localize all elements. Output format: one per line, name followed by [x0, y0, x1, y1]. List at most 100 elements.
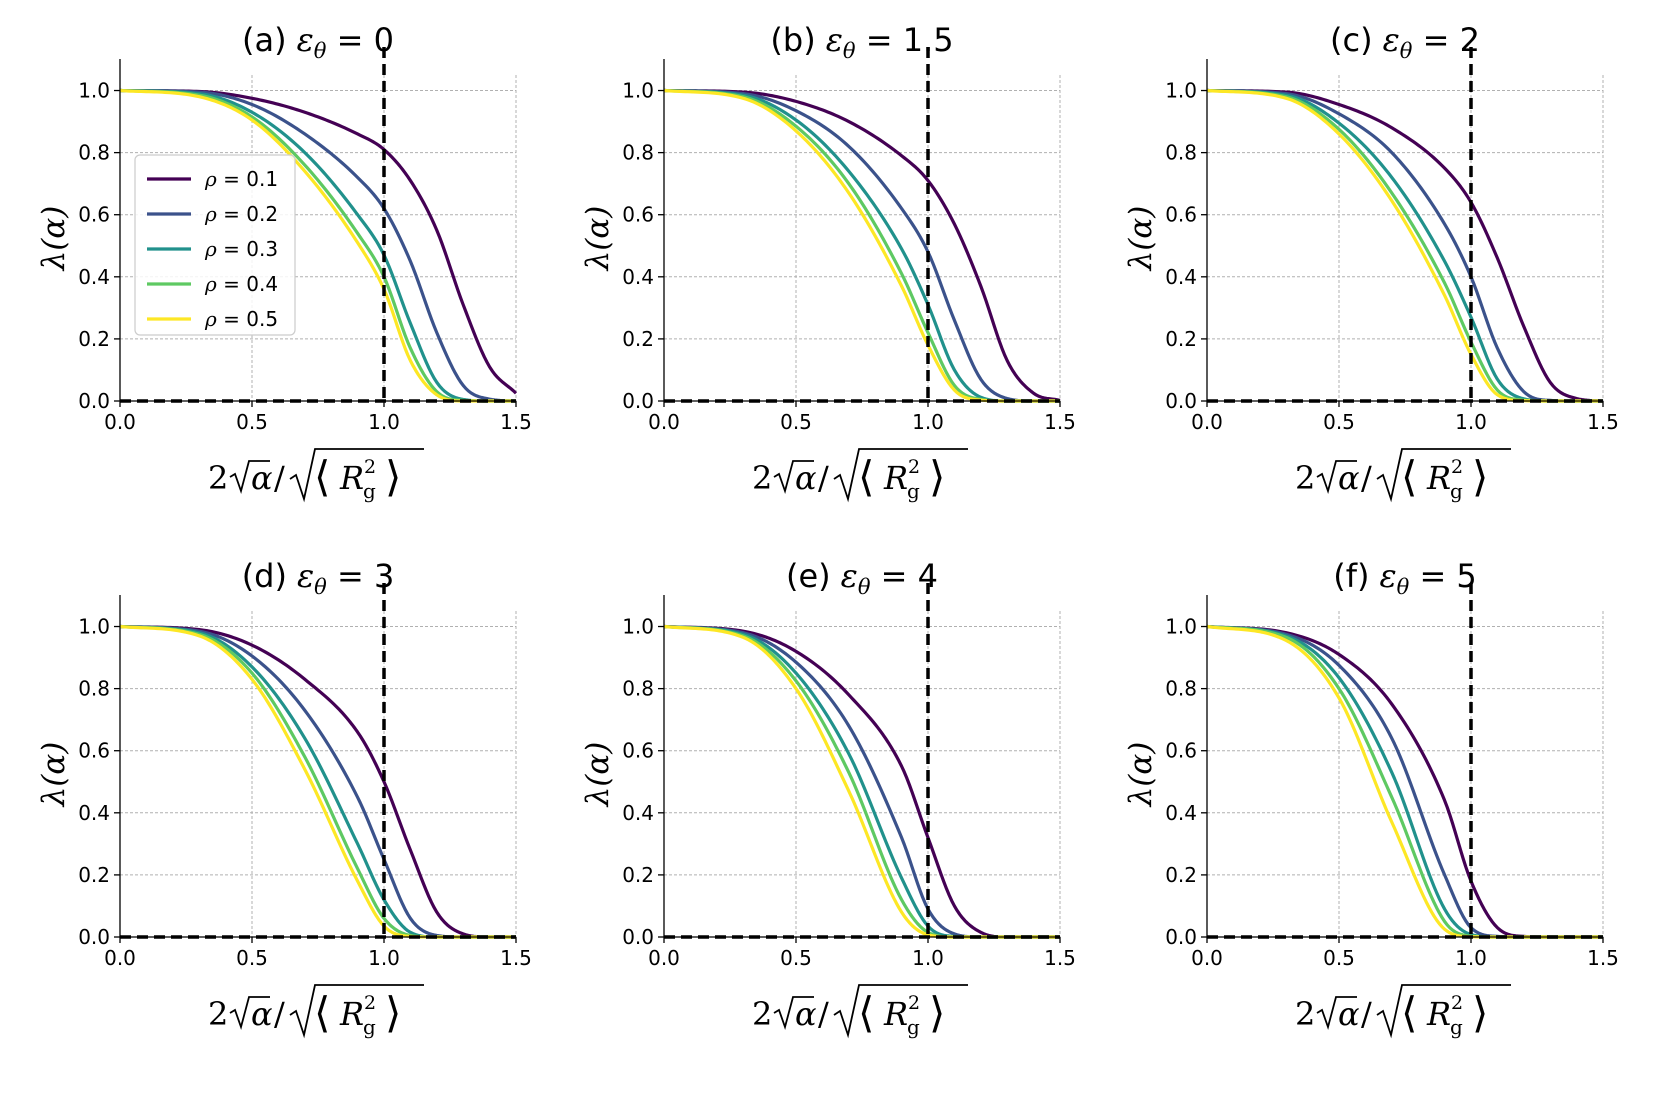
legend-label: ρ = 0.2 — [204, 202, 278, 226]
x-label-angle-open: ⟨ — [1401, 988, 1417, 1037]
radical-sign — [1316, 996, 1357, 1031]
panel-d: 0.0 0.5 1.0 1.5 0.0 0.2 0.4 0.6 0.8 1.0 (d) εθ = 3 λ… — [36, 557, 532, 1039]
x-axis-label: 2 α / ⟨ R 2g ⟩ — [752, 448, 968, 503]
y-tick-label: 0.6 — [1165, 739, 1197, 763]
panel-title: (f) εθ = 5 — [1333, 557, 1477, 599]
x-axis-label: 2 α / ⟨ R 2g ⟩ — [208, 984, 424, 1039]
series-line-rho-3 — [1206, 624, 1603, 939]
panel-title-value: = 2 — [1412, 21, 1480, 59]
panel-title-subscript: θ — [1400, 39, 1413, 63]
panel-title-symbol: ε — [826, 21, 843, 59]
panel-title-label: (c) — [1330, 21, 1373, 59]
y-tick-label: 0.8 — [622, 677, 654, 701]
x-tick-label: 0.0 — [104, 410, 136, 434]
x-label-subscript: g — [363, 1015, 376, 1039]
x-label-prefix: 2 — [208, 995, 228, 1033]
series-line-rho-4 — [119, 624, 516, 939]
legend-box — [134, 154, 296, 336]
x-tick-label: 0.5 — [236, 946, 268, 970]
x-label-subscript: g — [907, 1015, 920, 1039]
panel-title-value: = 5 — [1409, 557, 1477, 595]
x-label-prefix: 2 — [1295, 995, 1315, 1033]
radical-sign — [1376, 448, 1511, 503]
y-tick-label: 0.0 — [622, 389, 654, 413]
x-label-prefix: 2 — [208, 459, 228, 497]
legend-label-value: = 0.5 — [217, 307, 278, 331]
x-label-angle-close: ⟩ — [929, 988, 945, 1037]
legend-label-symbol: ρ — [204, 272, 217, 296]
x-label-angle-close: ⟩ — [385, 452, 401, 501]
y-tick-label: 0.8 — [1165, 141, 1197, 165]
legend-item: ρ = 0.5 — [147, 307, 278, 331]
panel-title-symbol: ε — [841, 557, 858, 595]
radical-sign — [1316, 460, 1357, 495]
y-tick-label: 0.6 — [1165, 203, 1197, 227]
radical-sign — [229, 996, 270, 1031]
y-axis-label: λ(α) — [36, 742, 72, 809]
x-label-slash: / — [1361, 459, 1372, 497]
y-tick-label: 0.4 — [78, 265, 110, 289]
panel-title-subscript: θ — [1397, 575, 1410, 599]
series-line-rho-1 — [663, 88, 1061, 402]
panel-title: (d) εθ = 3 — [242, 557, 395, 599]
y-tick-label: 1.0 — [622, 615, 654, 639]
y-axis-label: λ(α) — [1123, 742, 1159, 809]
panel-f: 0.0 0.5 1.0 1.5 0.0 0.2 0.4 0.6 0.8 1.0 (f) εθ = 5 λ… — [1123, 557, 1619, 1039]
y-tick-label: 0.8 — [1165, 677, 1197, 701]
panel-title-symbol: ε — [1379, 557, 1396, 595]
x-label-symbol: R — [339, 995, 364, 1033]
series-line-rho-1 — [1206, 624, 1603, 939]
panel-title-value: = 1.5 — [856, 21, 954, 59]
y-tick-label: 0.8 — [78, 677, 110, 701]
x-tick-label: 1.5 — [1044, 410, 1076, 434]
x-label-superscript: 2 — [908, 992, 920, 1014]
radical-sign — [289, 448, 424, 503]
x-tick-label: 1.0 — [368, 946, 400, 970]
x-tick-label: 0.5 — [1323, 410, 1355, 434]
y-tick-label: 0.2 — [622, 327, 654, 351]
panel-title-value: = 3 — [327, 557, 395, 595]
legend-label: ρ = 0.1 — [204, 167, 278, 191]
x-label-alpha: α — [1338, 995, 1360, 1033]
y-axis-label: λ(α) — [36, 206, 72, 273]
series-line-rho-1 — [1206, 88, 1604, 403]
y-tick-label: 0.8 — [622, 141, 654, 165]
x-tick-label: 1.0 — [912, 410, 944, 434]
panel-title-subscript: θ — [843, 39, 856, 63]
x-label-angle-open: ⟨ — [1401, 452, 1417, 501]
y-tick-label: 1.0 — [622, 79, 654, 103]
x-label-symbol: R — [883, 459, 908, 497]
series-line-rho-4 — [1206, 624, 1603, 939]
legend-label-symbol: ρ — [204, 307, 217, 331]
x-tick-label: 0.5 — [780, 946, 812, 970]
x-label-alpha: α — [251, 459, 273, 497]
x-tick-label: 1.0 — [1455, 410, 1487, 434]
x-label-angle-open: ⟨ — [314, 988, 330, 1037]
panel-title-subscript: θ — [858, 575, 871, 599]
x-label-angle-close: ⟩ — [1472, 988, 1488, 1037]
legend-item: ρ = 0.3 — [147, 237, 278, 261]
y-tick-label: 0.0 — [1165, 389, 1197, 413]
series-line-rho-3 — [663, 624, 1060, 939]
x-tick-label: 1.5 — [1587, 946, 1619, 970]
x-tick-label: 1.5 — [500, 946, 532, 970]
x-label-slash: / — [818, 459, 829, 497]
y-tick-label: 0.2 — [1165, 863, 1197, 887]
panel-title: (b) εθ = 1.5 — [770, 21, 953, 63]
y-tick-label: 0.0 — [622, 925, 654, 949]
y-tick-label: 0.4 — [1165, 801, 1197, 825]
y-tick-label: 0.2 — [622, 863, 654, 887]
legend-label: ρ = 0.5 — [204, 307, 278, 331]
x-label-prefix: 2 — [1295, 459, 1315, 497]
x-label-superscript: 2 — [1451, 456, 1463, 478]
panel-title: (a) εθ = 0 — [242, 21, 394, 63]
panel-title-subscript: θ — [314, 575, 327, 599]
x-label-slash: / — [1361, 995, 1372, 1033]
y-axis-label: λ(α) — [580, 742, 616, 809]
panel-title-label: (f) — [1333, 557, 1369, 595]
x-axis-label: 2 α / ⟨ R 2g ⟩ — [1295, 984, 1511, 1039]
panel-title-symbol: ε — [297, 557, 314, 595]
panel-title-symbol: ε — [1383, 21, 1400, 59]
panel-title: (c) εθ = 2 — [1330, 21, 1480, 63]
